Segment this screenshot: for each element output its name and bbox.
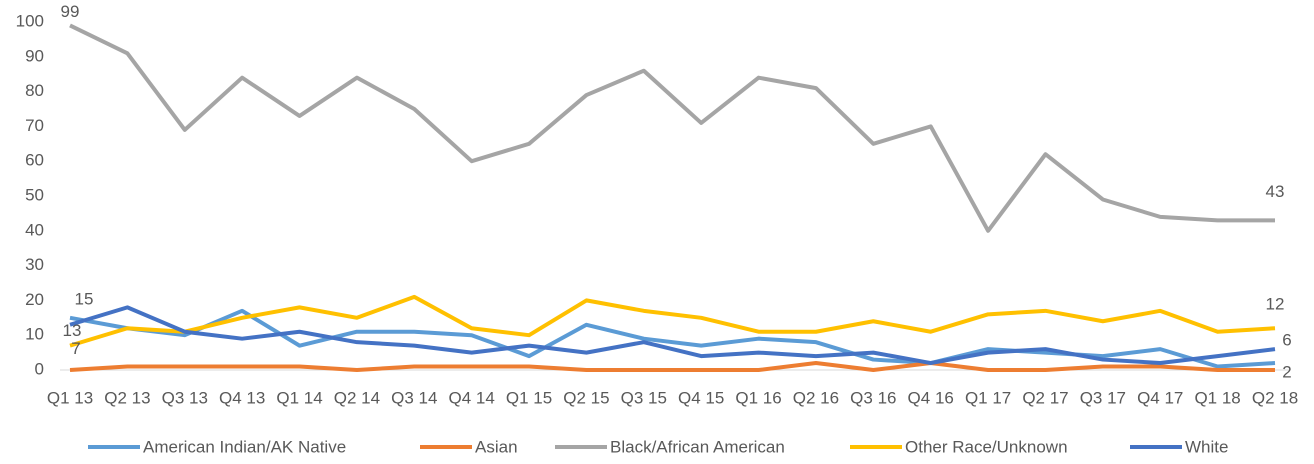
series-line xyxy=(69,23,1275,233)
series-line xyxy=(69,361,1275,372)
x-tick-label: Q3 13 xyxy=(162,388,208,407)
x-tick-label: Q1 17 xyxy=(965,388,1011,407)
data-label: 15 xyxy=(75,289,94,308)
data-label: 2 xyxy=(1282,363,1291,382)
data-label: 13 xyxy=(63,321,82,340)
x-tick-label: Q1 13 xyxy=(47,388,93,407)
x-tick-label: Q3 15 xyxy=(621,388,667,407)
x-tick-label: Q2 14 xyxy=(334,388,380,407)
x-tick-label: Q1 14 xyxy=(276,388,322,407)
y-tick-label: 40 xyxy=(25,220,44,239)
y-tick-label: 100 xyxy=(16,11,44,30)
x-tick-label: Q1 16 xyxy=(735,388,781,407)
legend-label: White xyxy=(1185,437,1228,456)
x-tick-label: Q1 18 xyxy=(1194,388,1240,407)
series-line xyxy=(69,294,1276,348)
x-tick-label: Q4 16 xyxy=(908,388,954,407)
x-tick-label: Q2 17 xyxy=(1022,388,1068,407)
y-tick-label: 90 xyxy=(25,46,44,65)
x-tick-label: Q2 13 xyxy=(104,388,150,407)
x-tick-label: Q4 17 xyxy=(1137,388,1183,407)
data-label: 99 xyxy=(61,2,80,21)
x-tick-label: Q1 15 xyxy=(506,388,552,407)
legend-label: Other Race/Unknown xyxy=(905,437,1068,456)
x-tick-label: Q2 15 xyxy=(563,388,609,407)
x-tick-label: Q4 15 xyxy=(678,388,724,407)
x-tick-label: Q3 16 xyxy=(850,388,896,407)
x-tick-label: Q2 16 xyxy=(793,388,839,407)
y-tick-label: 30 xyxy=(25,255,44,274)
legend-label: Black/African American xyxy=(610,437,785,456)
x-tick-label: Q3 14 xyxy=(391,388,437,407)
y-tick-label: 60 xyxy=(25,151,44,170)
data-label: 12 xyxy=(1266,295,1285,314)
x-tick-label: Q4 14 xyxy=(449,388,495,407)
y-tick-label: 20 xyxy=(25,290,44,309)
y-tick-label: 50 xyxy=(25,185,44,204)
series-line xyxy=(69,305,1276,366)
legend-label: American Indian/AK Native xyxy=(143,437,346,456)
y-tick-label: 70 xyxy=(25,116,44,135)
x-tick-label: Q3 17 xyxy=(1080,388,1126,407)
y-tick-label: 0 xyxy=(35,359,44,378)
x-tick-label: Q2 18 xyxy=(1252,388,1298,407)
data-label: 43 xyxy=(1266,182,1285,201)
y-tick-label: 80 xyxy=(25,81,44,100)
legend-label: Asian xyxy=(475,437,518,456)
data-label: 7 xyxy=(71,339,80,358)
x-tick-label: Q4 13 xyxy=(219,388,265,407)
data-label: 6 xyxy=(1282,331,1291,350)
y-tick-label: 10 xyxy=(25,325,44,344)
